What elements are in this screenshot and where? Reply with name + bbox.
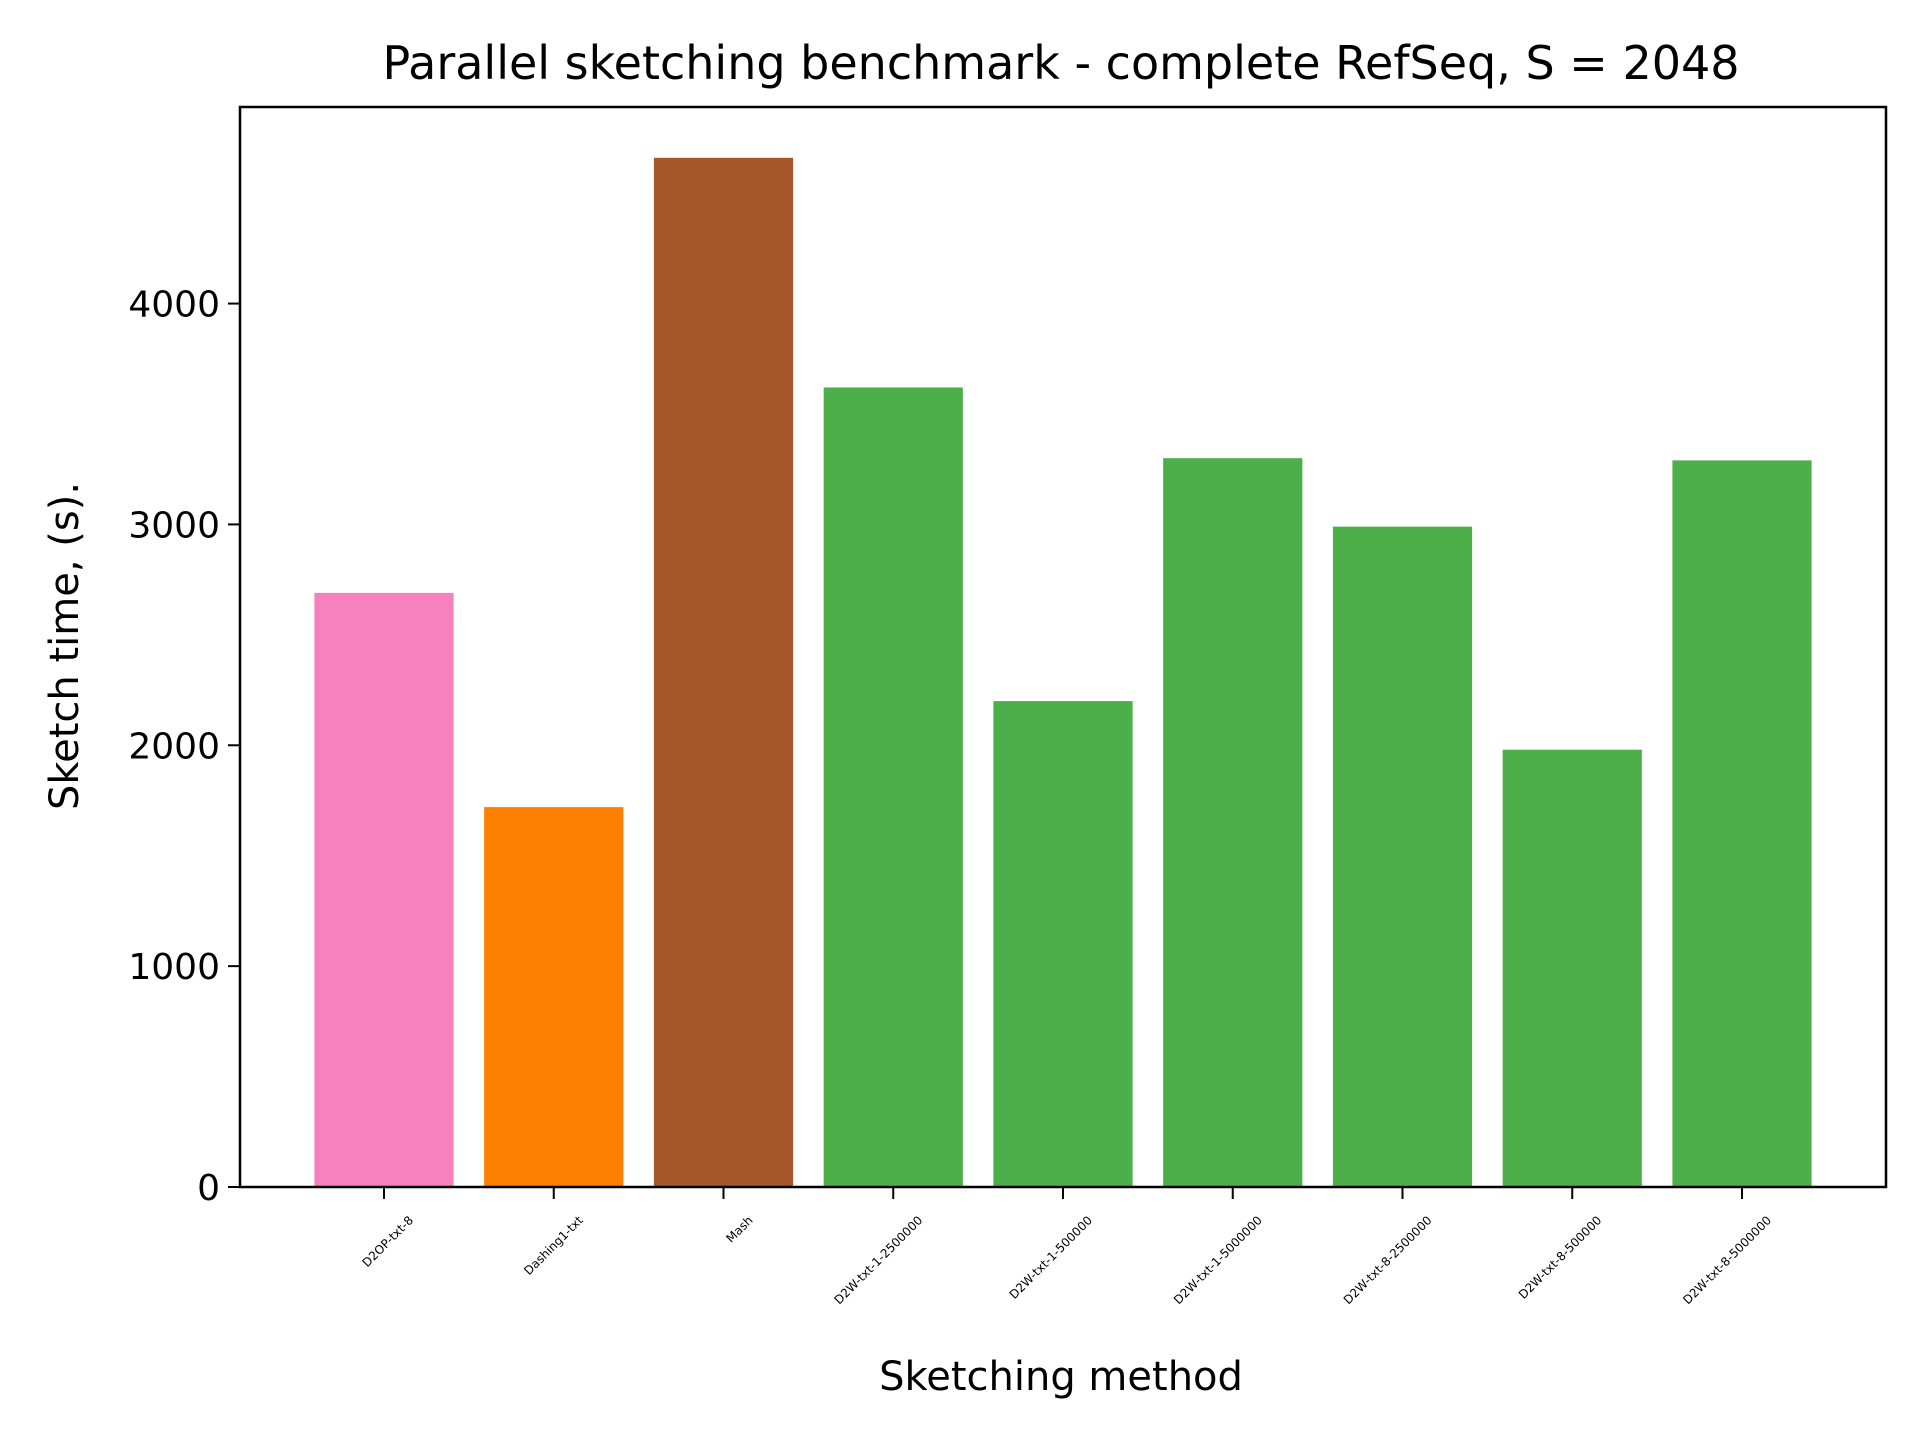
x-tick-label: D2W-txt-1-500000 xyxy=(1007,1213,1096,1302)
y-tick-label: 1000 xyxy=(128,947,220,988)
bar-d2w-txt-1-2500000 xyxy=(823,387,963,1187)
x-axis-label: Sketching method xyxy=(879,1354,1243,1400)
x-axis: D2OP-txt-8 Dashing1-txt Mash D2W-txt-1-2500… xyxy=(359,1187,1774,1307)
bar-d2w-txt-1-500000 xyxy=(993,701,1133,1187)
chart-title: Parallel sketching benchmark - complete … xyxy=(382,36,1739,90)
x-tick-label: D2W-txt-8-500000 xyxy=(1516,1213,1605,1302)
x-tick-label: D2W-txt-1-5000000 xyxy=(1171,1213,1265,1307)
bars-group xyxy=(314,157,1812,1187)
bar-d2w-txt-8-5000000 xyxy=(1672,460,1812,1187)
bar-d2w-txt-8-500000 xyxy=(1502,749,1642,1187)
x-tick-label: Mash xyxy=(723,1213,755,1245)
y-tick-label: 4000 xyxy=(128,285,220,326)
bar-d2w-txt-1-5000000 xyxy=(1163,458,1303,1187)
x-tick-label: D2W-txt-8-5000000 xyxy=(1680,1213,1774,1307)
x-tick-label: D2OP-txt-8 xyxy=(359,1213,416,1270)
x-tick-label: D2W-txt-1-2500000 xyxy=(831,1213,925,1307)
y-axis-label: Sketch time, (s). xyxy=(42,482,88,810)
bar-dashing1-txt xyxy=(484,807,624,1187)
bar-d2w-txt-8-2500000 xyxy=(1332,526,1473,1187)
y-axis: 0 1000 2000 3000 4000 xyxy=(128,285,240,1209)
bar-d2op-txt-8 xyxy=(314,592,454,1187)
y-tick-label: 0 xyxy=(197,1168,220,1209)
bar-mash xyxy=(653,157,794,1187)
x-tick-label: Dashing1-txt xyxy=(521,1213,586,1278)
y-tick-label: 2000 xyxy=(128,726,220,767)
x-tick-label: D2W-txt-8-2500000 xyxy=(1341,1213,1435,1307)
y-tick-label: 3000 xyxy=(128,505,220,546)
